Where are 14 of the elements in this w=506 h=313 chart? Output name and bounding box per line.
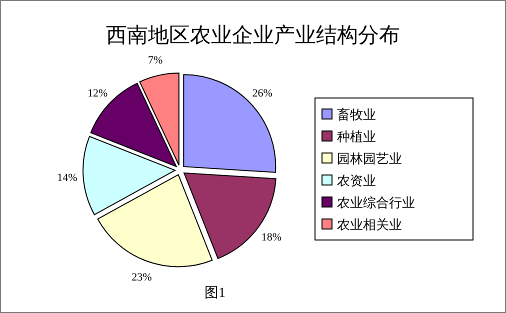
data-label: 7% — [148, 54, 163, 67]
legend-label: 农业综合行业 — [337, 196, 415, 211]
chart-title: 西南地区农业企业产业结构分布 — [106, 23, 400, 47]
data-label: 12% — [88, 88, 108, 100]
data-label: 23% — [132, 271, 152, 284]
legend-label: 种植业 — [337, 130, 376, 145]
data-label: 18% — [261, 231, 282, 244]
legend-label: 农资业 — [337, 174, 376, 189]
legend-label: 农业相关业 — [337, 218, 402, 233]
legend-label: 畜牧业 — [337, 107, 376, 123]
data-label: 14% — [57, 172, 78, 184]
legend-label: 园林园艺业 — [337, 152, 402, 167]
caption: 图1 — [204, 286, 226, 301]
data-label: 26% — [252, 88, 272, 100]
